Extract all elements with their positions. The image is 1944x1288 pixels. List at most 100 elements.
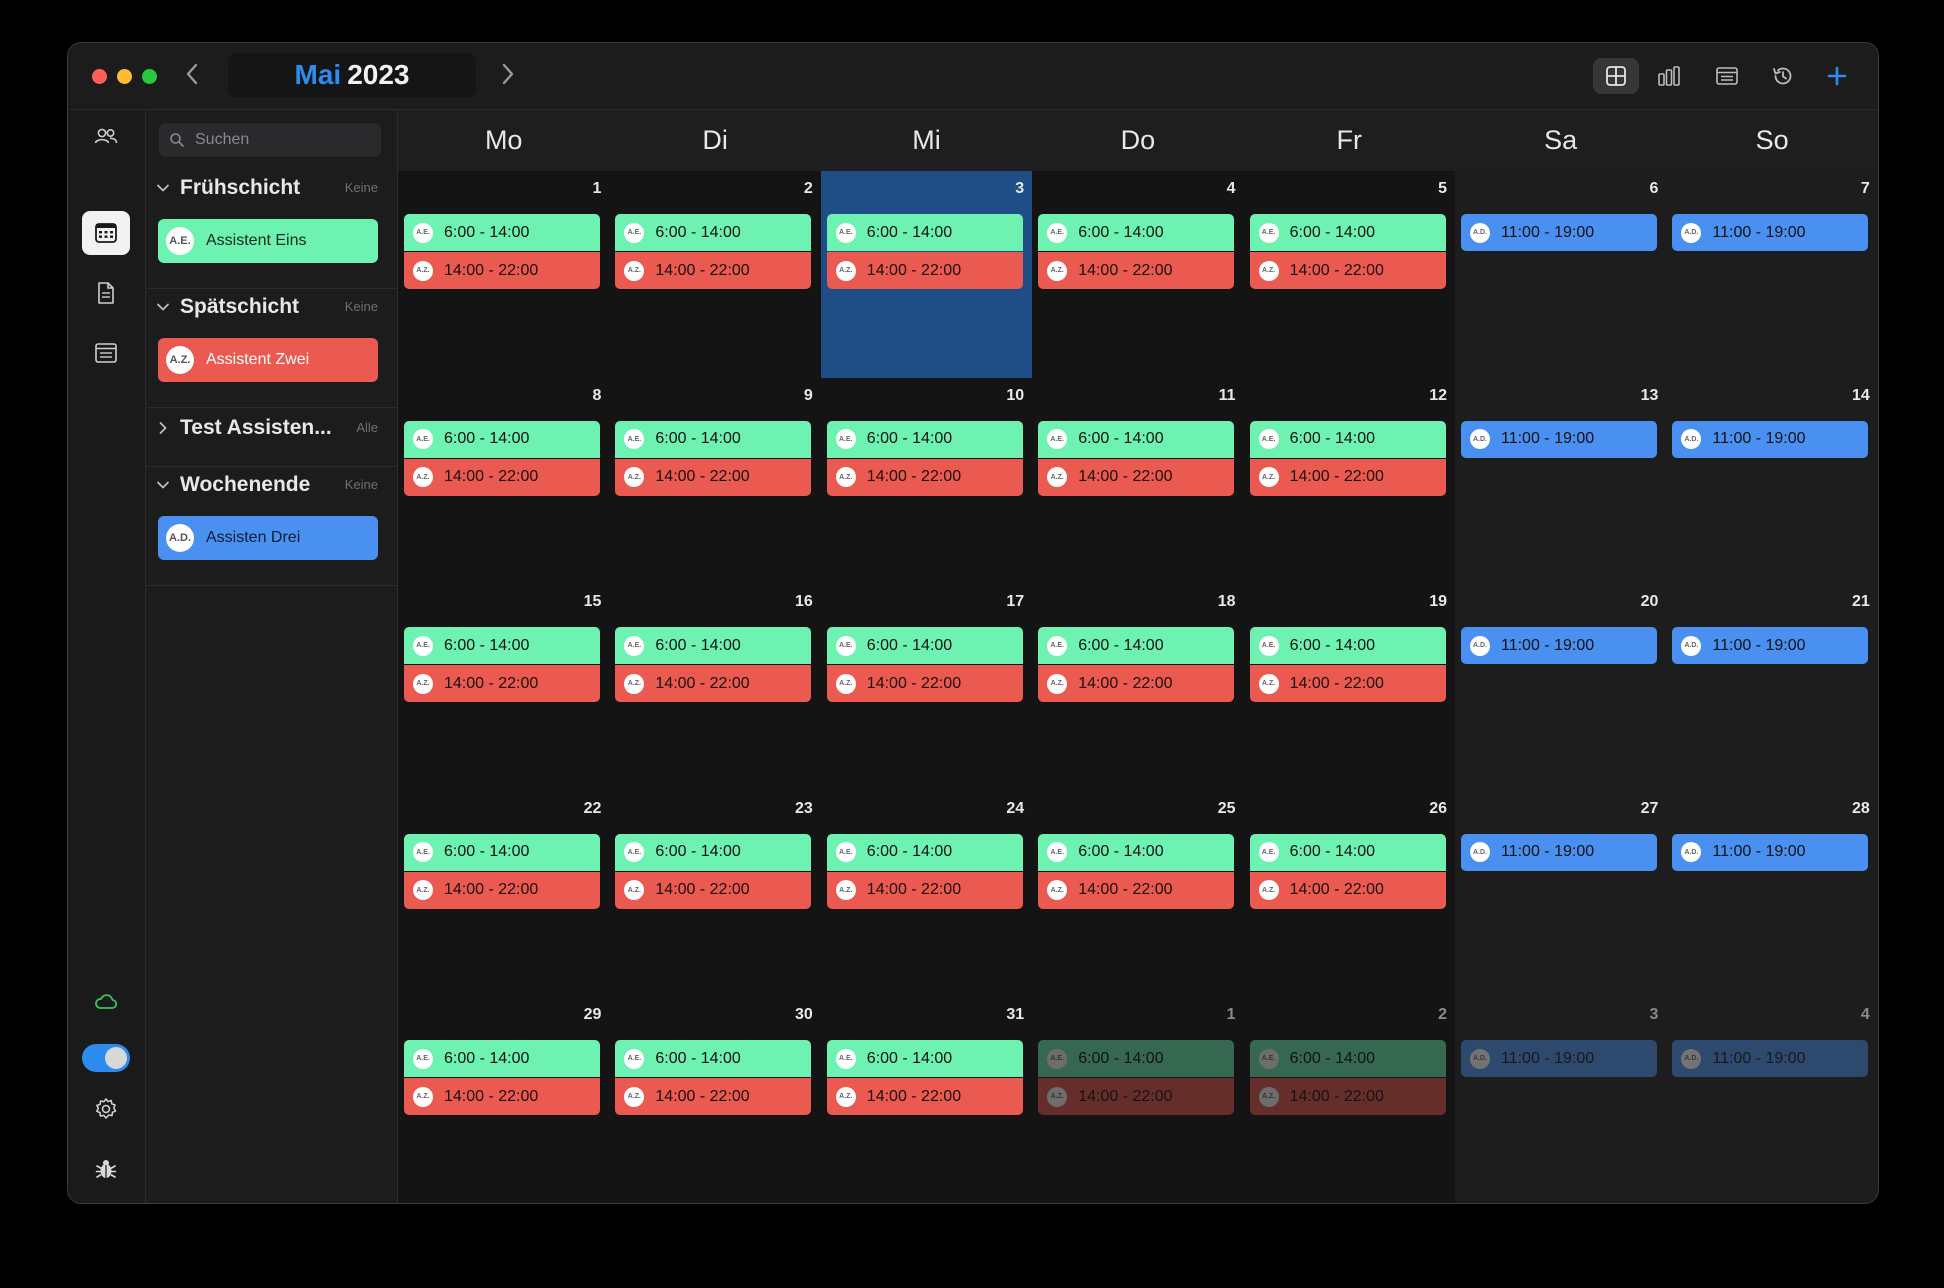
shift-weekend[interactable]: A.D. 11:00 - 19:00 — [1461, 833, 1657, 871]
shift-late[interactable]: A.Z. 14:00 - 22:00 — [826, 871, 1023, 909]
day-cell[interactable]: 27 A.D. 11:00 - 19:00 — [1455, 790, 1668, 999]
previous-month-button[interactable] — [178, 61, 206, 93]
shift-late[interactable]: A.Z. 14:00 - 22:00 — [1249, 665, 1446, 703]
member-assistent-eins[interactable]: A.E. Assistent Eins — [158, 219, 378, 263]
day-cell[interactable]: 28 A.D. 11:00 - 19:00 — [1666, 790, 1878, 999]
shift-early[interactable]: A.E. 6:00 - 14:00 — [826, 420, 1023, 458]
group-header[interactable]: Frühschicht Keine — [156, 170, 388, 206]
shift-late[interactable]: A.Z. 14:00 - 22:00 — [1038, 665, 1235, 703]
add-button[interactable] — [1814, 58, 1860, 94]
day-cell[interactable]: 31 A.E. 6:00 - 14:00 A.Z. 14:00 - 22:00 — [820, 997, 1034, 1203]
shift-late[interactable]: A.Z. 14:00 - 22:00 — [1038, 1078, 1235, 1116]
shift-late[interactable]: A.Z. 14:00 - 22:00 — [826, 665, 1023, 703]
day-cell[interactable]: 20 A.D. 11:00 - 19:00 — [1455, 584, 1668, 792]
day-cell[interactable]: 6 A.D. 11:00 - 19:00 — [1455, 171, 1668, 379]
day-cell[interactable]: 18 A.E. 6:00 - 14:00 A.Z. 14:00 - 22:00 — [1032, 584, 1245, 792]
day-cell[interactable]: 19 A.E. 6:00 - 14:00 A.Z. 14:00 - 22:00 — [1243, 584, 1456, 792]
shift-early[interactable]: A.E. 6:00 - 14:00 — [826, 214, 1023, 251]
shift-early[interactable]: A.E. 6:00 - 14:00 — [615, 627, 812, 665]
shift-late[interactable]: A.Z. 14:00 - 22:00 — [404, 458, 600, 496]
shift-early[interactable]: A.E. 6:00 - 14:00 — [1249, 627, 1446, 665]
day-cell[interactable]: 24 A.E. 6:00 - 14:00 A.Z. 14:00 - 22:00 — [820, 790, 1034, 999]
shift-early[interactable]: A.E. 6:00 - 14:00 — [404, 627, 600, 665]
shift-late[interactable]: A.Z. 14:00 - 22:00 — [404, 252, 600, 289]
close-window-button[interactable] — [92, 69, 107, 84]
search-input[interactable] — [193, 130, 377, 150]
shift-late[interactable]: A.Z. 14:00 - 22:00 — [615, 871, 812, 909]
people-button[interactable] — [82, 115, 130, 159]
day-cell[interactable]: 26 A.E. 6:00 - 14:00 A.Z. 14:00 - 22:00 — [1243, 790, 1456, 999]
bar-chart-button[interactable] — [1646, 58, 1692, 94]
next-month-button[interactable] — [494, 61, 522, 93]
shift-early[interactable]: A.E. 6:00 - 14:00 — [826, 627, 1023, 665]
day-cell[interactable]: 16 A.E. 6:00 - 14:00 A.Z. 14:00 - 22:00 — [609, 584, 822, 792]
day-cell[interactable]: 25 A.E. 6:00 - 14:00 A.Z. 14:00 - 22:00 — [1032, 790, 1245, 999]
day-cell[interactable]: 29 A.E. 6:00 - 14:00 A.Z. 14:00 - 22:00 — [398, 997, 611, 1203]
shift-early[interactable]: A.E. 6:00 - 14:00 — [615, 1040, 812, 1078]
shift-early[interactable]: A.E. 6:00 - 14:00 — [1249, 214, 1446, 251]
day-cell[interactable]: 1 A.E. 6:00 - 14:00 A.Z. 14:00 - 22:00 — [1032, 997, 1245, 1203]
shift-late[interactable]: A.Z. 14:00 - 22:00 — [1038, 458, 1235, 496]
grid-view-button[interactable] — [1593, 58, 1639, 94]
shift-weekend[interactable]: A.D. 11:00 - 19:00 — [1461, 214, 1657, 251]
shift-weekend[interactable]: A.D. 11:00 - 19:00 — [1672, 1040, 1869, 1078]
month-title[interactable]: Mai 2023 — [228, 53, 476, 97]
shift-early[interactable]: A.E. 6:00 - 14:00 — [826, 1040, 1023, 1078]
day-cell[interactable]: 30 A.E. 6:00 - 14:00 A.Z. 14:00 - 22:00 — [609, 997, 822, 1203]
shift-late[interactable]: A.Z. 14:00 - 22:00 — [404, 1078, 600, 1116]
history-button[interactable] — [1760, 58, 1806, 94]
shift-early[interactable]: A.E. 6:00 - 14:00 — [404, 420, 600, 458]
day-cell[interactable]: 17 A.E. 6:00 - 14:00 A.Z. 14:00 - 22:00 — [820, 584, 1034, 792]
shift-early[interactable]: A.E. 6:00 - 14:00 — [1038, 214, 1235, 251]
day-cell[interactable]: 1 A.E. 6:00 - 14:00 A.Z. 14:00 - 22:00 — [398, 171, 611, 379]
zoom-window-button[interactable] — [142, 69, 157, 84]
member-assistent-zwei[interactable]: A.Z. Assistent Zwei — [158, 338, 378, 382]
shift-late[interactable]: A.Z. 14:00 - 22:00 — [826, 252, 1023, 289]
group-header[interactable]: Wochenende Keine — [156, 467, 388, 503]
shift-weekend[interactable]: A.D. 11:00 - 19:00 — [1672, 420, 1869, 458]
shift-early[interactable]: A.E. 6:00 - 14:00 — [1038, 420, 1235, 458]
day-cell[interactable]: 22 A.E. 6:00 - 14:00 A.Z. 14:00 - 22:00 — [398, 790, 611, 999]
shift-early[interactable]: A.E. 6:00 - 14:00 — [404, 214, 600, 251]
debug-button[interactable] — [82, 1147, 130, 1191]
shift-late[interactable]: A.Z. 14:00 - 22:00 — [615, 458, 812, 496]
day-cell[interactable]: 5 A.E. 6:00 - 14:00 A.Z. 14:00 - 22:00 — [1243, 171, 1456, 379]
shift-late[interactable]: A.Z. 14:00 - 22:00 — [615, 665, 812, 703]
settings-button[interactable] — [82, 1087, 130, 1131]
day-cell[interactable]: 2 A.E. 6:00 - 14:00 A.Z. 14:00 - 22:00 — [609, 171, 822, 379]
shift-late[interactable]: A.Z. 14:00 - 22:00 — [1249, 252, 1446, 289]
shift-early[interactable]: A.E. 6:00 - 14:00 — [826, 833, 1023, 871]
shift-late[interactable]: A.Z. 14:00 - 22:00 — [1249, 871, 1446, 909]
shift-late[interactable]: A.Z. 14:00 - 22:00 — [615, 252, 812, 289]
shift-late[interactable]: A.Z. 14:00 - 22:00 — [1038, 871, 1235, 909]
shift-weekend[interactable]: A.D. 11:00 - 19:00 — [1461, 1040, 1657, 1078]
shift-early[interactable]: A.E. 6:00 - 14:00 — [1249, 833, 1446, 871]
day-cell[interactable]: 9 A.E. 6:00 - 14:00 A.Z. 14:00 - 22:00 — [609, 377, 822, 586]
shift-late[interactable]: A.Z. 14:00 - 22:00 — [404, 665, 600, 703]
list-button[interactable] — [82, 331, 130, 375]
group-header[interactable]: Spätschicht Keine — [156, 289, 388, 325]
day-cell[interactable]: 23 A.E. 6:00 - 14:00 A.Z. 14:00 - 22:00 — [609, 790, 822, 999]
shift-early[interactable]: A.E. 6:00 - 14:00 — [615, 833, 812, 871]
day-cell[interactable]: 13 A.D. 11:00 - 19:00 — [1455, 377, 1668, 586]
shift-late[interactable]: A.Z. 14:00 - 22:00 — [615, 1078, 812, 1116]
shift-late[interactable]: A.Z. 14:00 - 22:00 — [826, 1078, 1023, 1116]
calendar-button[interactable] — [82, 211, 130, 255]
shift-late[interactable]: A.Z. 14:00 - 22:00 — [404, 871, 600, 909]
day-cell[interactable]: 4 A.D. 11:00 - 19:00 — [1666, 997, 1878, 1203]
day-cell[interactable]: 11 A.E. 6:00 - 14:00 A.Z. 14:00 - 22:00 — [1032, 377, 1245, 586]
shift-weekend[interactable]: A.D. 11:00 - 19:00 — [1672, 214, 1869, 251]
shift-late[interactable]: A.Z. 14:00 - 22:00 — [1038, 252, 1235, 289]
toggle-switch[interactable] — [82, 1044, 130, 1072]
shift-weekend[interactable]: A.D. 11:00 - 19:00 — [1461, 627, 1657, 665]
day-cell[interactable]: 12 A.E. 6:00 - 14:00 A.Z. 14:00 - 22:00 — [1243, 377, 1456, 586]
list-view-button[interactable] — [1704, 58, 1750, 94]
group-header[interactable]: Test Assisten... Alle — [156, 410, 388, 446]
shift-late[interactable]: A.Z. 14:00 - 22:00 — [1249, 1078, 1446, 1116]
member-assisten-drei[interactable]: A.D. Assisten Drei — [158, 516, 378, 560]
day-cell[interactable]: 21 A.D. 11:00 - 19:00 — [1666, 584, 1878, 792]
shift-early[interactable]: A.E. 6:00 - 14:00 — [615, 214, 812, 251]
day-cell[interactable]: 2 A.E. 6:00 - 14:00 A.Z. 14:00 - 22:00 — [1243, 997, 1456, 1203]
day-cell[interactable]: 14 A.D. 11:00 - 19:00 — [1666, 377, 1878, 586]
day-cell[interactable]: 15 A.E. 6:00 - 14:00 A.Z. 14:00 - 22:00 — [398, 584, 611, 792]
